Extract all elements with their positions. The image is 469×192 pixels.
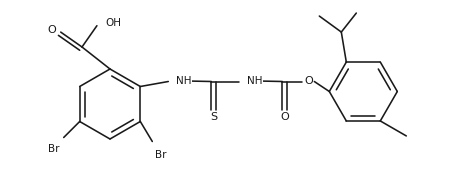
Text: O: O xyxy=(304,76,313,87)
Text: O: O xyxy=(280,113,289,122)
Text: Br: Br xyxy=(155,150,166,160)
Text: NH: NH xyxy=(247,75,263,85)
Text: OH: OH xyxy=(105,18,121,28)
Text: NH: NH xyxy=(176,75,192,85)
Text: Br: Br xyxy=(48,145,60,155)
Text: O: O xyxy=(47,25,56,35)
Text: S: S xyxy=(210,113,217,122)
